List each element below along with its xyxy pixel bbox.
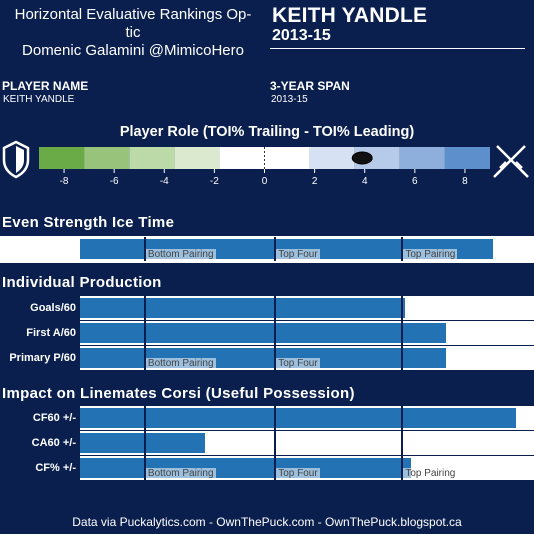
tier-threshold-line	[401, 321, 404, 345]
tier-threshold-line	[274, 406, 277, 430]
tier-threshold-line	[143, 346, 146, 370]
role-segment	[219, 147, 265, 169]
span-label: 3-YEAR SPAN	[270, 79, 350, 93]
role-tick-label: -8	[60, 176, 69, 187]
crossed-swords-icon	[493, 145, 529, 178]
role-segment	[309, 147, 355, 169]
player-name-value: KEITH YANDLE	[3, 94, 75, 105]
role-segment	[264, 147, 310, 169]
span-value: 2013-15	[271, 94, 308, 105]
role-tick-label: 4	[362, 176, 368, 187]
tier-threshold-line	[274, 296, 277, 320]
tier-threshold-line	[274, 346, 277, 370]
tier-label: Top Four	[276, 249, 320, 260]
bar	[80, 458, 412, 478]
category-label: Goals/60	[30, 302, 76, 314]
bar-plot-area: Bottom Pairing Top Four	[80, 346, 534, 370]
bar-row: CF% +/- Bottom Pairing Top Four Top Pairing	[0, 456, 534, 480]
header-divider	[270, 48, 525, 49]
role-segment	[84, 147, 130, 169]
category-label: First A/60	[26, 327, 76, 339]
tier-threshold-line	[274, 321, 277, 345]
bar	[80, 298, 405, 318]
role-tick-label: -4	[160, 176, 169, 187]
bar-row: TOI% Bottom Pairing Top Four Top Pairing	[0, 237, 534, 261]
bar-plot-area	[80, 321, 534, 345]
role-tick-label: 8	[462, 176, 468, 187]
tier-threshold-line	[401, 456, 404, 480]
section-title-production: Individual Production	[2, 274, 162, 291]
header-season: 2013-15	[272, 27, 331, 44]
bar	[80, 323, 446, 343]
tier-label: Bottom Pairing	[145, 358, 216, 369]
bar-plot-area: Bottom Pairing Top Four Top Pairing	[80, 237, 534, 261]
bar-plot-area	[80, 406, 534, 430]
footer-credits: Data via Puckalytics.com - OwnThePuck.co…	[72, 515, 462, 529]
tier-label: Bottom Pairing	[145, 468, 216, 479]
category-label: Primary P/60	[9, 352, 76, 364]
role-scale: -8 -6 -4 -2 0 2 4 6 8	[2, 140, 529, 187]
bar-row: First A/60	[0, 321, 534, 345]
tier-threshold-line	[401, 237, 404, 261]
tier-label: Top Four	[276, 468, 320, 479]
category-label: TOI%	[48, 243, 76, 255]
puck-marker	[351, 151, 373, 165]
corsi-chart: CF60 +/- CA60 +/- CF% +/- Bottom Pairing Top…	[0, 406, 534, 483]
ice-time-chart: TOI% Bottom Pairing Top Four Top Pairing	[0, 236, 534, 263]
bar	[80, 348, 446, 368]
tier-threshold-line	[401, 346, 404, 370]
category-label: CF% +/-	[35, 462, 76, 474]
section-title-corsi: Impact on Linemates Corsi (Useful Posses…	[2, 385, 355, 402]
tier-label: Top Pairing	[403, 249, 458, 260]
role-segment	[444, 147, 490, 169]
tier-label: Top Four	[276, 358, 320, 369]
chart-title: Horizontal Evaluative Rankings Op- tic D…	[0, 6, 266, 60]
tier-threshold-line	[143, 456, 146, 480]
tier-threshold-line	[274, 237, 277, 261]
title-line-1: Horizontal Evaluative Rankings Op-	[14, 6, 252, 23]
production-chart: Goals/60 First A/60 Primary P/60 Bottom Pai…	[0, 296, 534, 372]
bar-plot-area: Bottom Pairing Top Four Top Pairing	[80, 456, 534, 480]
header-player-name: KEITH YANDLE	[272, 4, 428, 27]
role-segment	[399, 147, 445, 169]
tier-label: Top Pairing	[403, 468, 458, 479]
role-tick-label: -6	[110, 176, 119, 187]
bar-row: Primary P/60 Bottom Pairing Top Four	[0, 346, 534, 370]
role-segment	[174, 147, 220, 169]
tier-threshold-line	[401, 406, 404, 430]
section-title-ice-time: Even Strength Ice Time	[2, 214, 175, 231]
bar-row: CF60 +/-	[0, 406, 534, 430]
role-title: Player Role (TOI% Trailing - TOI% Leadin…	[119, 124, 415, 140]
tier-threshold-line	[401, 431, 404, 455]
bar-plot-area	[80, 296, 534, 320]
tier-threshold-line	[401, 296, 404, 320]
tier-threshold-line	[143, 237, 146, 261]
category-label: CA60 +/-	[31, 437, 76, 449]
tier-threshold-line	[143, 321, 146, 345]
tier-threshold-line	[143, 431, 146, 455]
tier-threshold-line	[143, 296, 146, 320]
role-tick-label: 0	[262, 176, 268, 187]
bar-row: CA60 +/-	[0, 431, 534, 455]
bar	[80, 408, 516, 428]
shield-icon	[2, 140, 30, 179]
bar-row: Goals/60	[0, 296, 534, 320]
category-label: CF60 +/-	[32, 412, 76, 424]
title-line-2: tic	[125, 24, 141, 41]
player-name-label: PLAYER NAME	[2, 79, 89, 93]
tier-threshold-line	[274, 456, 277, 480]
role-tick-label: 2	[312, 176, 318, 187]
role-tick-label: 6	[412, 176, 418, 187]
title-author: Domenic Galamini @MimicoHero	[22, 42, 244, 59]
bar-plot-area	[80, 431, 534, 455]
role-segment	[129, 147, 175, 169]
tier-threshold-line	[143, 406, 146, 430]
role-segment	[39, 147, 85, 169]
tier-threshold-line	[274, 431, 277, 455]
tier-label: Bottom Pairing	[145, 249, 216, 260]
role-tick-label: -2	[210, 176, 219, 187]
bar	[80, 433, 205, 453]
